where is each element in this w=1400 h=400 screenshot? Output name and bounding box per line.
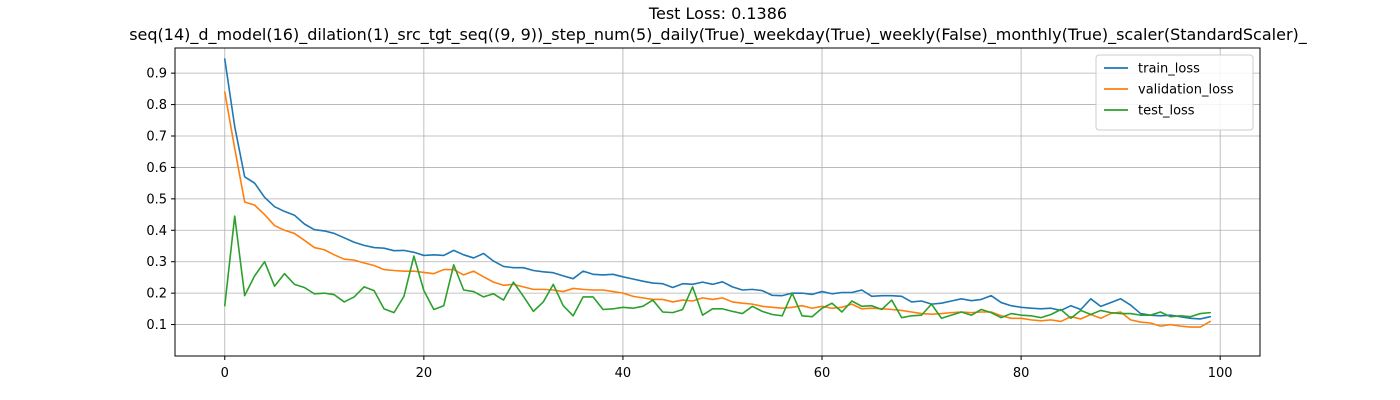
legend-label-test-loss: test_loss (1138, 104, 1195, 119)
y-tick-label: 0.1 (146, 318, 167, 333)
x-tick-label: 40 (615, 366, 632, 381)
y-tick-label: 0.2 (146, 287, 167, 302)
x-tick-label: 60 (814, 366, 831, 381)
series-line-validation-loss (223, 91, 1212, 328)
y-tick-label: 0.6 (146, 161, 167, 176)
legend-label-train-loss: train_loss (1138, 62, 1200, 77)
y-tick-label: 0.7 (146, 130, 167, 145)
series-line-train-loss (223, 58, 1212, 320)
x-tick-label: 80 (1013, 366, 1030, 381)
y-tick-label: 0.5 (146, 192, 167, 207)
y-tick-label: 0.8 (146, 98, 167, 113)
series-lines (223, 58, 1212, 328)
legend-box (1095, 54, 1254, 131)
y-tick-label: 0.9 (146, 67, 167, 82)
x-tick-label: 100 (1208, 366, 1233, 381)
x-tick-label: 0 (221, 366, 229, 381)
legend: train_loss validation_loss test_loss (1095, 54, 1254, 131)
axis-ticks: 0 20 40 60 80 100 0.1 0.2 0.3 0.4 0.5 0.6 0.7 0.8 0.9 (146, 67, 1232, 381)
plot-area-frame (174, 47, 1261, 357)
chart-subtitle: seq(14)_d_model(16)_dilation(1)_src_tgt_… (129, 25, 1308, 45)
x-tick-label: 20 (416, 366, 433, 381)
y-tick-label: 0.4 (146, 224, 167, 239)
legend-label-validation-loss: validation_loss (1138, 83, 1234, 98)
y-tick-label: 0.3 (146, 255, 167, 270)
series-line-test-loss (223, 215, 1212, 320)
chart-title: Test Loss: 0.1386 (648, 4, 787, 23)
